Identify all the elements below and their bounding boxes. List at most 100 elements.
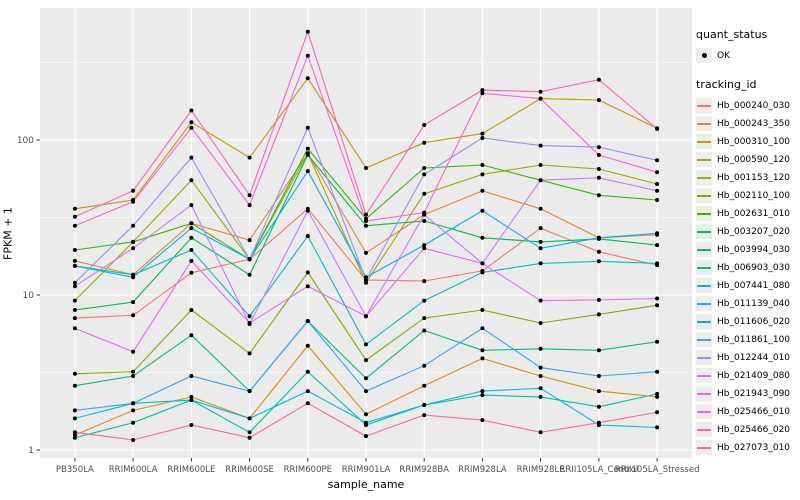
data-point [189,125,194,130]
legend-key [696,314,712,329]
series-color-line-icon [697,266,711,269]
legend-title-quant-status: quant_status [696,28,768,41]
data-point [189,226,194,231]
data-point [189,155,194,160]
legend-entry-label: Hb_025466_010 [717,406,791,417]
x-tick-label: PB350LA [56,465,94,475]
legend-entry-label: Hb_002110_100 [717,190,791,201]
data-point [480,88,485,93]
data-point [480,261,485,266]
legend-key [696,98,712,113]
data-point [364,420,368,425]
legend-key [696,296,712,311]
data-point [538,206,543,211]
data-point [655,170,660,175]
data-point [189,120,194,125]
legend-key [696,260,712,275]
legend-section-quant-status: quant_status OK [696,28,799,64]
data-point [305,270,310,275]
data-point [596,420,601,425]
legend-entry-tracking-id: Hb_021409_080 [696,367,799,384]
legend-key [696,242,712,257]
x-tick-label: RRIM600PE [284,465,332,475]
data-point [305,169,310,174]
data-point [305,369,310,374]
series-color-line-icon [697,176,711,179]
x-axis-title: sample_name [327,478,405,491]
legend-entry-label: OK [717,50,730,61]
data-point [655,296,660,301]
data-point [422,363,427,368]
x-tick-label: RRII105LA_Control [560,465,639,475]
data-point [247,435,252,440]
data-point [305,76,310,81]
series-color-line-icon [697,248,711,251]
data-point [655,182,660,186]
data-point [247,203,252,208]
data-point [422,123,427,127]
data-point [189,203,194,208]
series-color-line-icon [697,230,711,233]
data-point [538,89,543,94]
data-point [364,223,368,228]
data-point [72,326,77,331]
data-point [480,418,485,423]
data-point [364,389,368,394]
data-point [247,314,252,319]
data-point [422,166,427,170]
data-point [655,261,660,266]
data-point [247,389,252,394]
data-point [422,316,427,321]
x-tick-label: RRIM600SE [225,465,274,475]
data-point [538,374,543,378]
legend-entry-label: Hb_007441_080 [717,280,791,291]
x-tick-label: RRIM928LE [517,465,565,475]
data-point [189,333,194,338]
legend-entry-label: Hb_021409_080 [717,370,791,381]
legend-entry-tracking-id: Hb_011139_040 [696,295,799,312]
legend-entry-quant-status: OK [696,47,799,64]
data-point [72,284,77,289]
legend-key [696,224,712,239]
legend-key [696,134,712,149]
data-point [480,308,485,312]
y-axis-title: FPKM + 1 [1,207,15,260]
data-point [305,29,310,34]
data-point [72,206,77,211]
data-point [72,298,77,303]
data-point [305,319,310,323]
legend-entry-tracking-id: Hb_006903_030 [696,259,799,276]
data-point [538,298,543,303]
data-point [480,235,485,240]
data-point [422,243,427,248]
series-color-line-icon [697,122,711,125]
series-color-line-icon [697,392,711,395]
legend-entry-label: Hb_003994_030 [717,244,791,255]
series-color-line-icon [697,104,711,107]
legend-entry-tracking-id: Hb_001153_120 [696,169,799,186]
data-point [364,412,368,417]
data-point [72,430,77,435]
legend-entry-tracking-id: Hb_012244_010 [696,349,799,366]
data-point [596,175,601,180]
data-point [72,308,77,312]
series-color-line-icon [697,428,711,431]
legend-entry-label: Hb_003207_020 [717,226,791,237]
data-point [422,210,427,215]
data-point [596,259,601,264]
data-point [655,394,660,399]
series-color-line-icon [697,320,711,323]
data-point [655,391,660,396]
data-point [596,389,601,394]
data-point [422,298,427,303]
data-point [538,246,543,251]
data-point [596,297,601,302]
data-point [655,231,660,236]
legend-key [696,386,712,401]
data-point [364,314,368,319]
data-point [596,404,601,409]
legend-entry-label: Hb_000310_100 [717,136,791,147]
data-point [538,365,543,370]
legend-key [696,404,712,419]
legend: quant_status OK tracking_id Hb_000240_03… [696,28,799,470]
